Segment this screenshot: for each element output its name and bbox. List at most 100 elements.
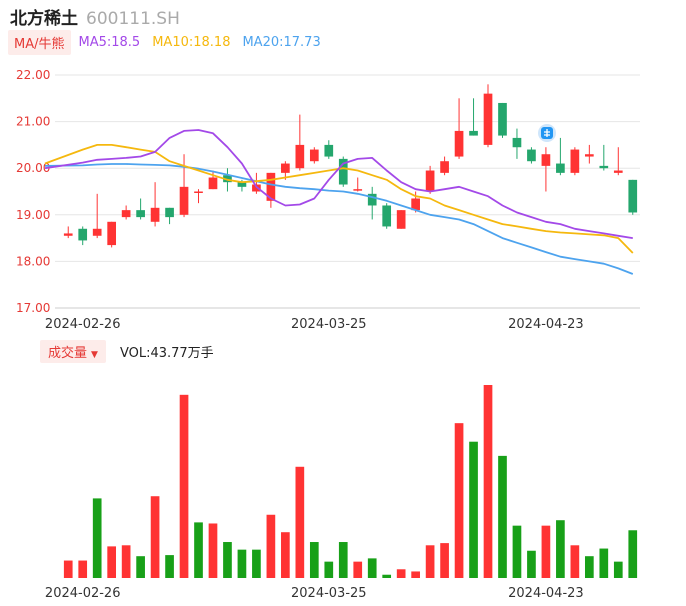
candle-body <box>469 130 478 136</box>
candle <box>396 210 406 229</box>
candle-body <box>440 161 449 173</box>
volume-bar <box>78 560 88 578</box>
volume-bar <box>556 520 565 578</box>
candle <box>353 177 363 192</box>
candle-body <box>295 144 305 169</box>
volume-bar <box>367 558 377 578</box>
price-x-tick-label: 2024-04-23 <box>508 317 584 332</box>
candle <box>165 207 174 225</box>
ma10-line <box>44 144 634 254</box>
signal-marker-icon[interactable] <box>538 124 556 142</box>
volume-bar <box>527 550 536 578</box>
candle-body <box>223 175 232 183</box>
candle-body <box>194 191 203 193</box>
candle <box>150 182 160 227</box>
volume-bar <box>512 525 522 578</box>
volume-x-tick-label: 2024-04-23 <box>508 586 584 601</box>
volume-bar <box>121 545 131 578</box>
price-y-tick-label: 17.00 <box>16 301 50 315</box>
candle <box>107 221 117 248</box>
price-y-tick-label: 18.00 <box>16 254 50 268</box>
volume-bar <box>194 522 203 578</box>
candle-body <box>613 170 623 173</box>
price-y-tick-label: 19.00 <box>16 208 50 222</box>
volume-bar <box>584 556 594 578</box>
volume-bar <box>309 542 319 578</box>
volume-indicator-tab[interactable]: 成交量 ▼ <box>40 339 106 363</box>
candle-body <box>454 130 464 157</box>
ma5-label: MA5:18.5 <box>78 34 141 50</box>
volume-bar <box>324 561 334 578</box>
ma-indicator-tab[interactable]: MA/牛熊 <box>8 29 71 55</box>
volume-bar <box>150 496 160 578</box>
candle-body <box>498 102 507 136</box>
candle-body <box>281 163 290 173</box>
price-x-tick-label: 2024-03-25 <box>291 317 367 332</box>
candle-body <box>396 210 406 229</box>
price-y-axis: 22.00 21.00 20.00 19.00 18.00 17.00 <box>16 68 50 315</box>
candle-body <box>425 170 435 192</box>
candle <box>483 84 493 148</box>
candle <box>512 128 522 159</box>
volume-bar <box>541 525 551 578</box>
ma10-label: MA10:18.18 <box>152 34 231 50</box>
candle <box>324 140 334 159</box>
candle <box>454 98 464 159</box>
volume-bar <box>237 549 247 578</box>
volume-value: VOL:43.77万手 <box>119 345 214 361</box>
volume-bar <box>338 542 348 578</box>
candle-body <box>628 179 638 213</box>
price-y-tick-label: 20.00 <box>16 161 50 175</box>
candle <box>367 186 377 220</box>
candle <box>92 193 102 239</box>
volume-bar <box>396 569 406 578</box>
candle <box>208 170 218 190</box>
price-x-axis: 2024-02-26 2024-03-25 2024-04-23 <box>45 317 584 332</box>
candle <box>382 203 392 229</box>
price-y-tick-label: 21.00 <box>16 115 50 129</box>
candle <box>425 165 435 194</box>
candle-body <box>78 228 88 241</box>
candle-body <box>411 198 420 211</box>
volume-x-axis: 2024-02-26 2024-03-25 2024-04-23 <box>45 586 584 601</box>
volume-bar <box>266 514 276 578</box>
candle-body <box>541 154 551 166</box>
candle-body <box>382 205 392 227</box>
volume-bar <box>165 555 174 578</box>
candle <box>309 147 319 164</box>
volume-bar <box>628 530 638 578</box>
candle <box>570 147 580 176</box>
candle <box>527 147 536 164</box>
candle <box>338 156 348 187</box>
candle-body <box>309 149 319 162</box>
caret-down-icon: ▼ <box>91 349 98 360</box>
candle-body <box>121 210 131 218</box>
candle-body <box>107 221 117 246</box>
volume-tab-label: 成交量 <box>48 345 88 361</box>
volume-bar <box>599 548 609 578</box>
volume-bar <box>179 394 189 578</box>
price-candlestick-chart: 22.00 21.00 20.00 19.00 18.00 17.00 2024-02-2… <box>16 68 640 332</box>
candle <box>63 226 73 239</box>
volume-bar <box>411 571 420 578</box>
volume-bar <box>570 545 580 578</box>
candle-body <box>63 233 73 236</box>
volume-bar <box>440 543 449 578</box>
candle <box>469 98 478 136</box>
candle-body <box>179 186 189 215</box>
candle-body <box>208 177 218 190</box>
ma-legend: MA/牛熊 MA5:18.5 MA10:18.18 MA20:17.73 <box>8 29 333 55</box>
candle <box>599 144 609 171</box>
volume-bar <box>295 466 305 578</box>
candle <box>179 154 189 218</box>
volume-legend: 成交量 ▼ VOL:43.77万手 <box>40 339 214 363</box>
candle <box>295 114 305 171</box>
candle <box>252 172 261 194</box>
price-y-tick-label: 22.00 <box>16 68 50 82</box>
stock-code: 600111.SH <box>86 9 180 29</box>
ma5-line <box>44 129 633 239</box>
volume-bar <box>281 532 290 578</box>
candle <box>266 172 276 208</box>
volume-bar <box>425 545 435 578</box>
candle <box>194 189 203 204</box>
